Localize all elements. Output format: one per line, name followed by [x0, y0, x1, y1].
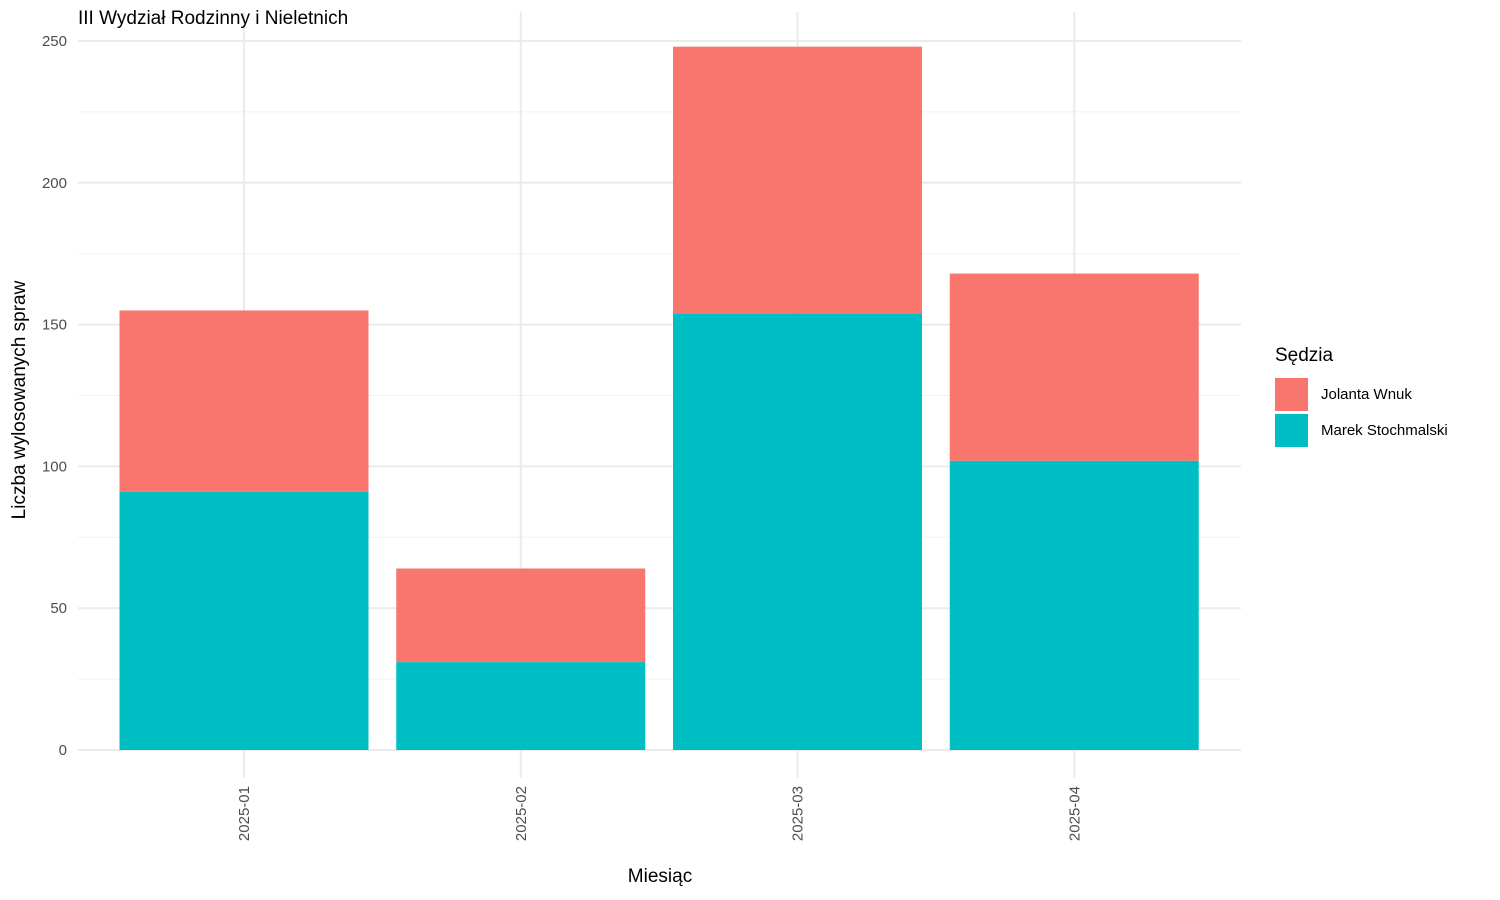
legend: Sędzia Jolanta Wnuk Marek Stochmalski	[1275, 345, 1448, 449]
legend-item-marek-stochmalski: Marek Stochmalski	[1275, 413, 1448, 447]
y-tick-label-50: 50	[50, 600, 67, 617]
bar-2025-01-marek-stochmalski	[119, 491, 369, 750]
y-tick-label-150: 150	[42, 317, 67, 334]
bar-2025-04-marek-stochmalski	[949, 460, 1199, 750]
legend-key-jolanta-wnuk	[1275, 377, 1308, 411]
x-axis-label: Miesiąc	[627, 866, 693, 887]
legend-label-marek-stochmalski: Marek Stochmalski	[1321, 421, 1448, 439]
y-tick-label-250: 250	[42, 33, 67, 50]
legend-key-marek-stochmalski	[1275, 413, 1308, 447]
legend-title: Sędzia	[1275, 345, 1334, 366]
bar-2025-03-marek-stochmalski	[673, 313, 922, 750]
chart-title: III Wydział Rodzinny i Nieletnich	[78, 8, 349, 29]
x-tick-label-2025-02: 2025-02	[513, 786, 530, 841]
legend-item-jolanta-wnuk: Jolanta Wnuk	[1275, 377, 1448, 411]
bar-2025-01-jolanta-wnuk	[119, 310, 369, 492]
bar-2025-03-jolanta-wnuk	[673, 46, 922, 314]
bar-2025-02-jolanta-wnuk	[396, 568, 646, 663]
x-tick-label-2025-04: 2025-04	[1066, 786, 1083, 841]
x-tick-label-2025-03: 2025-03	[790, 786, 807, 841]
bar-2025-04-jolanta-wnuk	[949, 273, 1199, 461]
y-axis-label: Liczba wylosowanych spraw	[9, 280, 30, 520]
bar-2025-02-marek-stochmalski	[396, 662, 646, 750]
y-tick-label-100: 100	[42, 458, 67, 475]
y-tick-label-0: 0	[59, 742, 67, 759]
y-tick-label-200: 200	[42, 175, 67, 192]
legend-label-jolanta-wnuk: Jolanta Wnuk	[1321, 385, 1412, 403]
x-tick-label-2025-01: 2025-01	[236, 786, 253, 841]
